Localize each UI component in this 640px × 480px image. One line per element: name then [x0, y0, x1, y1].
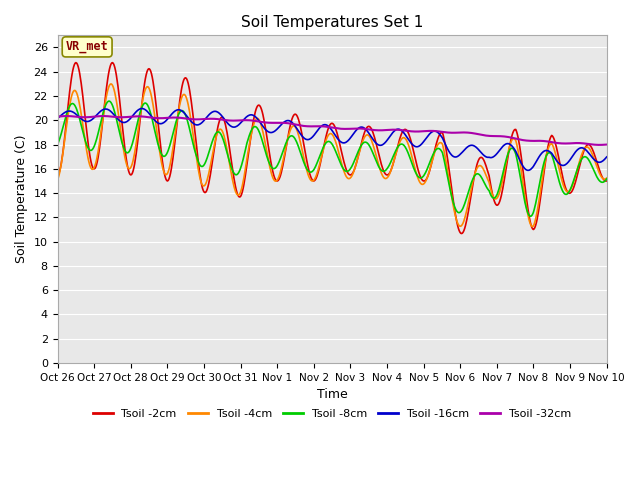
Text: VR_met: VR_met — [66, 40, 109, 53]
Tsoil -8cm — [54, 142, 61, 147]
Tsoil -8cm — [121, 147, 129, 153]
Tsoil -2cm — [177, 93, 184, 98]
Tsoil -16cm — [400, 130, 408, 135]
Tsoil -16cm — [205, 111, 213, 117]
Tsoil -32cm — [54, 114, 61, 120]
Tsoil -16cm — [603, 154, 611, 160]
Tsoil -32cm — [400, 128, 408, 133]
Tsoil -16cm — [138, 106, 145, 111]
Tsoil -16cm — [63, 108, 71, 114]
Tsoil -32cm — [63, 113, 70, 119]
Line: Tsoil -8cm: Tsoil -8cm — [58, 101, 607, 216]
Tsoil -8cm — [400, 142, 408, 148]
Tsoil -4cm — [416, 179, 424, 185]
Tsoil -4cm — [54, 177, 61, 182]
Tsoil -4cm — [107, 81, 115, 87]
Tsoil -4cm — [63, 117, 71, 122]
Tsoil -8cm — [603, 176, 611, 182]
Tsoil -4cm — [529, 224, 536, 229]
Tsoil -16cm — [524, 168, 532, 173]
Tsoil -2cm — [54, 172, 61, 178]
Line: Tsoil -4cm: Tsoil -4cm — [58, 84, 607, 227]
Tsoil -4cm — [177, 98, 184, 104]
Tsoil -8cm — [63, 108, 71, 114]
Tsoil -2cm — [458, 231, 465, 237]
Tsoil -8cm — [205, 147, 213, 153]
Tsoil -2cm — [72, 60, 80, 65]
Tsoil -32cm — [121, 114, 129, 120]
Tsoil -2cm — [603, 178, 611, 184]
Tsoil -4cm — [121, 154, 129, 159]
Y-axis label: Soil Temperature (C): Soil Temperature (C) — [15, 135, 28, 264]
Tsoil -8cm — [416, 175, 424, 180]
Tsoil -32cm — [595, 142, 603, 148]
Tsoil -16cm — [120, 120, 128, 125]
Tsoil -4cm — [603, 175, 611, 181]
Tsoil -16cm — [416, 143, 424, 149]
Tsoil -8cm — [105, 98, 113, 104]
Tsoil -32cm — [205, 116, 213, 121]
Tsoil -4cm — [205, 167, 213, 173]
Title: Soil Temperatures Set 1: Soil Temperatures Set 1 — [241, 15, 423, 30]
Line: Tsoil -16cm: Tsoil -16cm — [58, 108, 607, 170]
Tsoil -32cm — [603, 142, 611, 147]
Legend: Tsoil -2cm, Tsoil -4cm, Tsoil -8cm, Tsoil -16cm, Tsoil -32cm: Tsoil -2cm, Tsoil -4cm, Tsoil -8cm, Tsoi… — [88, 404, 576, 423]
Tsoil -8cm — [177, 108, 184, 114]
Tsoil -4cm — [400, 135, 408, 141]
Tsoil -16cm — [177, 107, 184, 113]
Tsoil -32cm — [416, 129, 424, 134]
X-axis label: Time: Time — [317, 388, 348, 401]
Tsoil -2cm — [63, 108, 71, 114]
Tsoil -8cm — [527, 214, 534, 219]
Tsoil -2cm — [416, 172, 424, 178]
Tsoil -32cm — [65, 113, 72, 119]
Tsoil -32cm — [177, 115, 184, 120]
Line: Tsoil -2cm: Tsoil -2cm — [58, 62, 607, 234]
Tsoil -2cm — [400, 127, 408, 133]
Tsoil -2cm — [205, 177, 213, 182]
Tsoil -2cm — [121, 144, 129, 150]
Tsoil -16cm — [54, 116, 61, 121]
Line: Tsoil -32cm: Tsoil -32cm — [58, 116, 607, 145]
